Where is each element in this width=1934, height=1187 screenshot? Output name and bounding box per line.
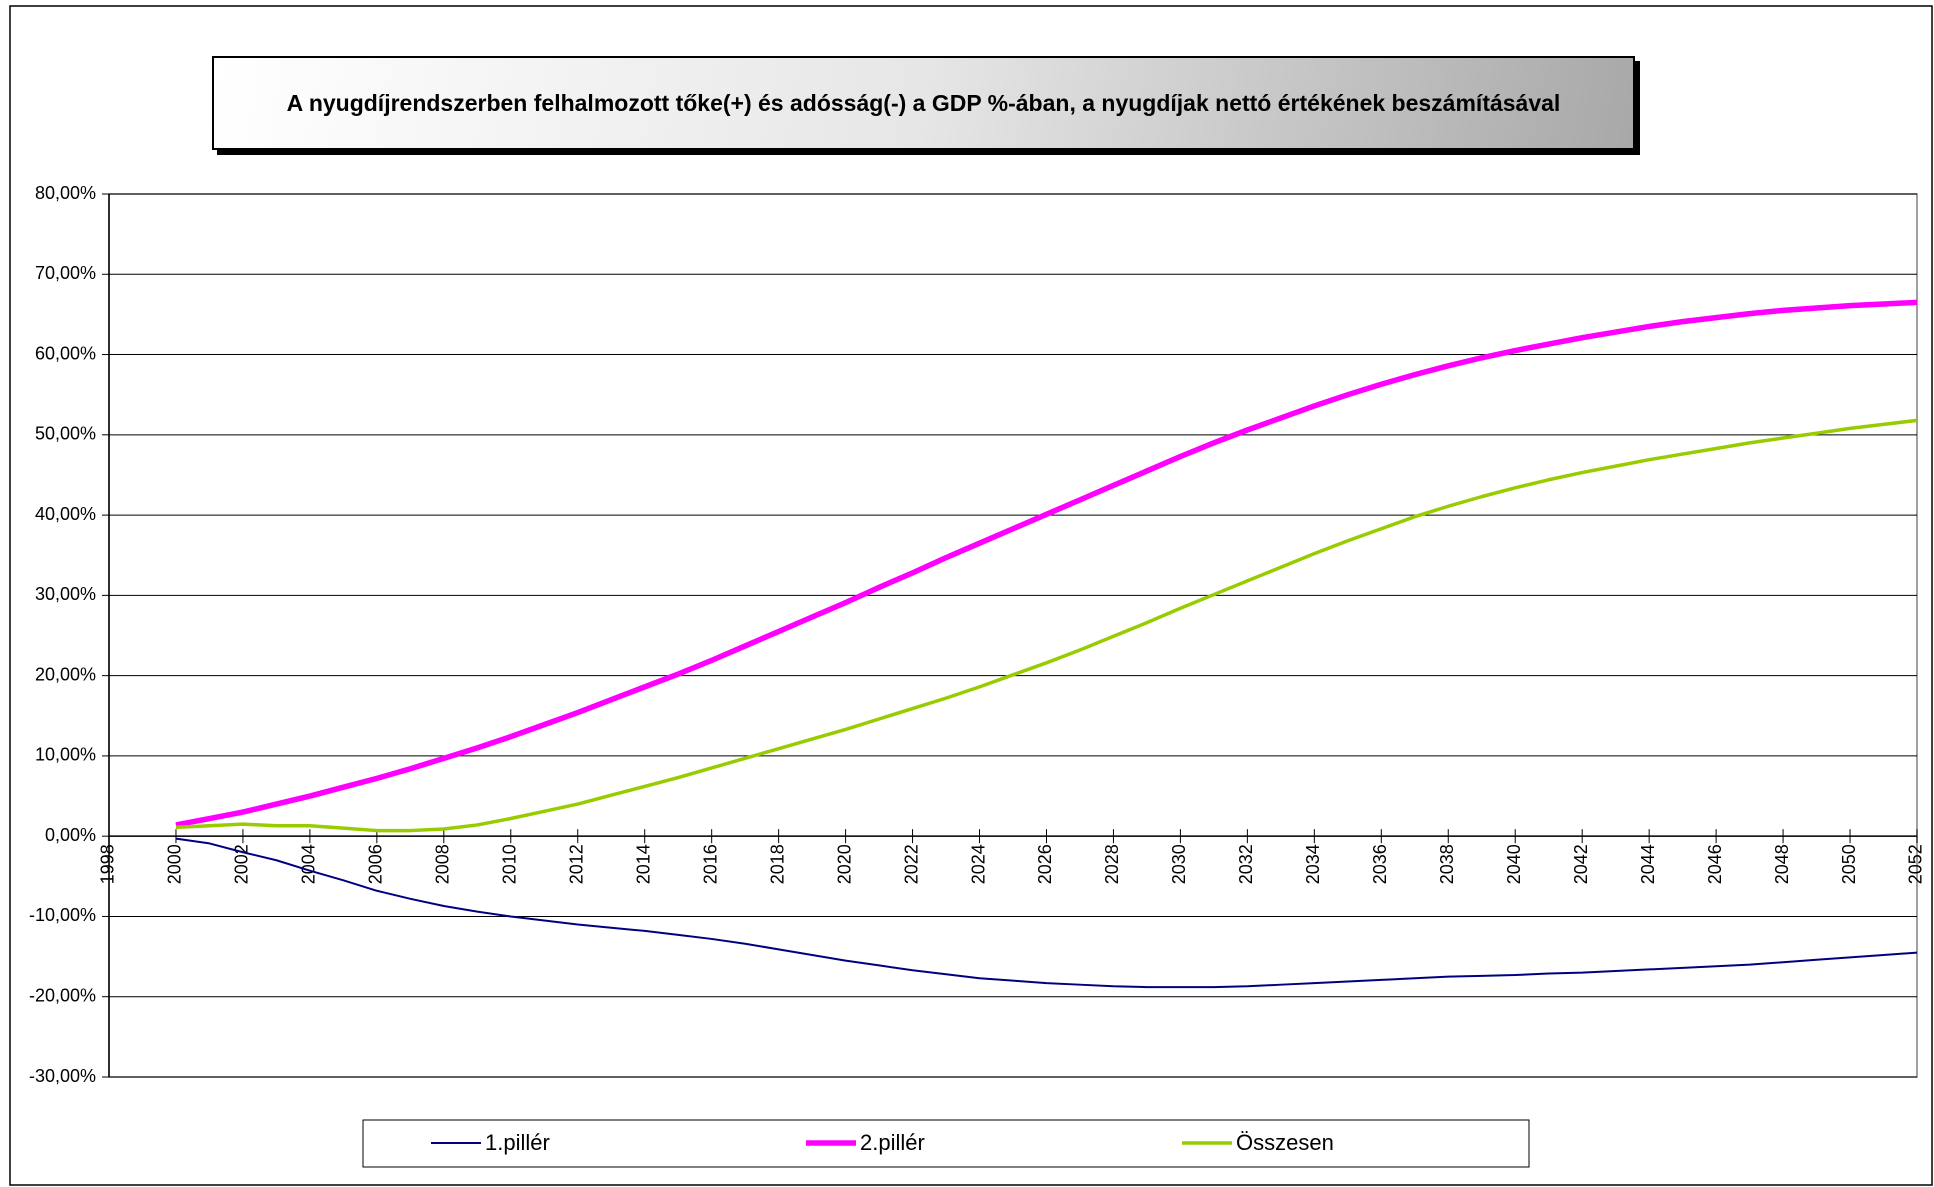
x-tick-label: 2006 — [366, 844, 386, 884]
x-tick-label: 2044 — [1638, 844, 1658, 884]
legend-box — [362, 1119, 1530, 1168]
x-tick-label: 2024 — [968, 844, 988, 884]
x-tick-label: 2040 — [1504, 844, 1524, 884]
y-tick-label: 60,00% — [35, 343, 96, 363]
x-tick-label: 2052 — [1906, 844, 1926, 884]
legend-label: 2.pillér — [860, 1130, 925, 1155]
x-tick-label: 2016 — [700, 844, 720, 884]
y-tick-label: 70,00% — [35, 263, 96, 283]
x-tick-label: 1998 — [98, 844, 118, 884]
legend-label: 1.pillér — [485, 1130, 550, 1155]
y-tick-label: -20,00% — [29, 985, 96, 1005]
x-tick-label: 2036 — [1370, 844, 1390, 884]
y-tick-label: 10,00% — [35, 745, 96, 765]
chart-title: A nyugdíjrendszerben felhalmozott tőke(+… — [212, 56, 1635, 150]
y-tick-label: -30,00% — [29, 1066, 96, 1086]
x-tick-label: 2048 — [1772, 844, 1792, 884]
x-tick-label: 2032 — [1236, 844, 1256, 884]
x-tick-label: 2020 — [834, 844, 854, 884]
x-tick-label: 2014 — [633, 844, 653, 884]
x-tick-label: 2002 — [232, 844, 252, 884]
x-tick-label: 2012 — [566, 844, 586, 884]
x-tick-label: 2028 — [1102, 844, 1122, 884]
x-tick-label: 2018 — [767, 844, 787, 884]
y-tick-label: 50,00% — [35, 424, 96, 444]
chart-border — [9, 5, 1933, 1186]
x-tick-label: 2008 — [433, 844, 453, 884]
series-line — [175, 299, 1918, 828]
x-tick-label: 2034 — [1303, 844, 1323, 884]
x-tick-label: 2010 — [500, 844, 520, 884]
y-tick-label: -10,00% — [29, 905, 96, 925]
x-tick-label: 2026 — [1035, 844, 1055, 884]
legend-label: Összesen — [1236, 1130, 1334, 1155]
y-tick-label: 0,00% — [45, 825, 96, 845]
x-tick-label: 2030 — [1169, 844, 1189, 884]
x-tick-label: 2042 — [1571, 844, 1591, 884]
y-tick-label: 20,00% — [35, 664, 96, 684]
y-tick-label: 30,00% — [35, 584, 96, 604]
x-tick-label: 2004 — [299, 844, 319, 884]
series-line — [175, 418, 1918, 833]
x-tick-label: 2000 — [165, 844, 185, 884]
x-tick-label: 2022 — [901, 844, 921, 884]
y-tick-label: 40,00% — [35, 504, 96, 524]
x-tick-label: 2038 — [1437, 844, 1457, 884]
series-line — [175, 837, 1918, 989]
y-tick-label: 80,00% — [35, 183, 96, 203]
x-tick-label: 2050 — [1839, 844, 1859, 884]
x-tick-label: 2046 — [1705, 844, 1725, 884]
